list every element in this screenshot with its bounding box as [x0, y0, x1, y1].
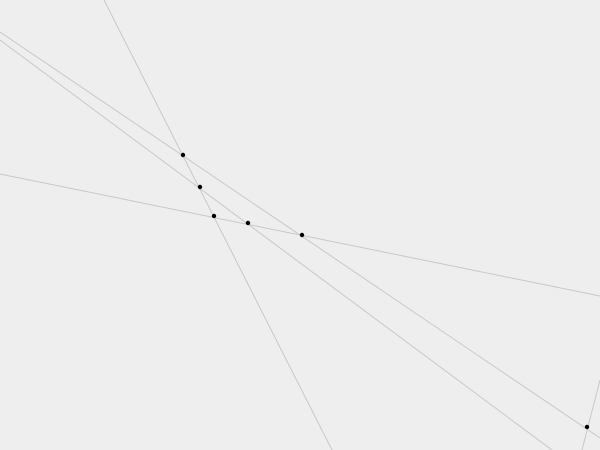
line-b — [0, 39, 553, 450]
points-layer — [180, 152, 590, 430]
intersection-point — [211, 213, 217, 219]
intersection-point — [245, 220, 251, 226]
intersection-point — [299, 232, 305, 238]
intersection-point — [584, 424, 590, 430]
line-c — [103, 0, 333, 450]
line-e — [581, 379, 600, 450]
intersection-point — [180, 152, 186, 158]
intersection-point — [197, 184, 203, 190]
